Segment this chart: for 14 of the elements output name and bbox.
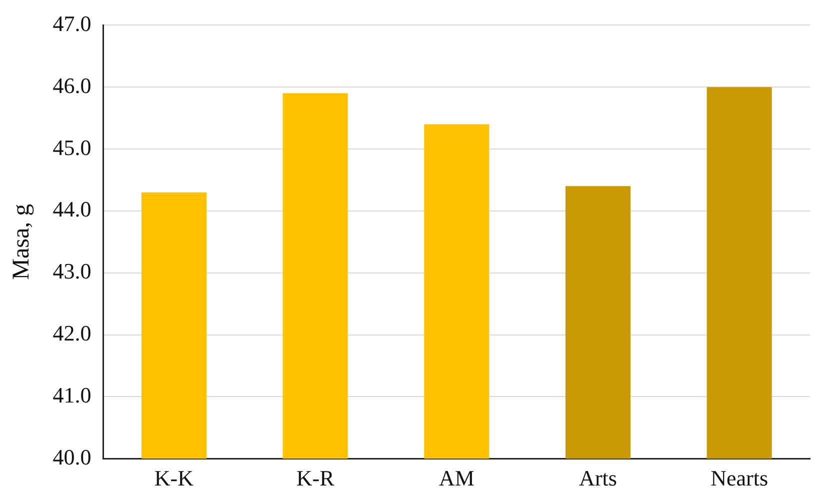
y-tick-label: 46.0 <box>52 72 92 98</box>
y-tick-label: 45.0 <box>52 134 92 160</box>
x-tick-label: Nearts <box>710 466 768 491</box>
y-tick-label: 47.0 <box>52 10 92 36</box>
y-axis-title: Masa, g <box>8 204 35 280</box>
y-tick-label: 40.0 <box>52 444 92 470</box>
y-tick-label: 42.0 <box>52 320 92 346</box>
x-tick-label: Arts <box>579 466 617 491</box>
y-tick-label: 43.0 <box>52 258 92 284</box>
x-tick-label: AM <box>438 466 474 491</box>
y-tick-label: 41.0 <box>52 382 92 408</box>
x-tick-label: K-R <box>296 466 335 491</box>
x-tick-label: K-K <box>154 466 194 491</box>
y-tick-label: 44.0 <box>52 196 92 222</box>
